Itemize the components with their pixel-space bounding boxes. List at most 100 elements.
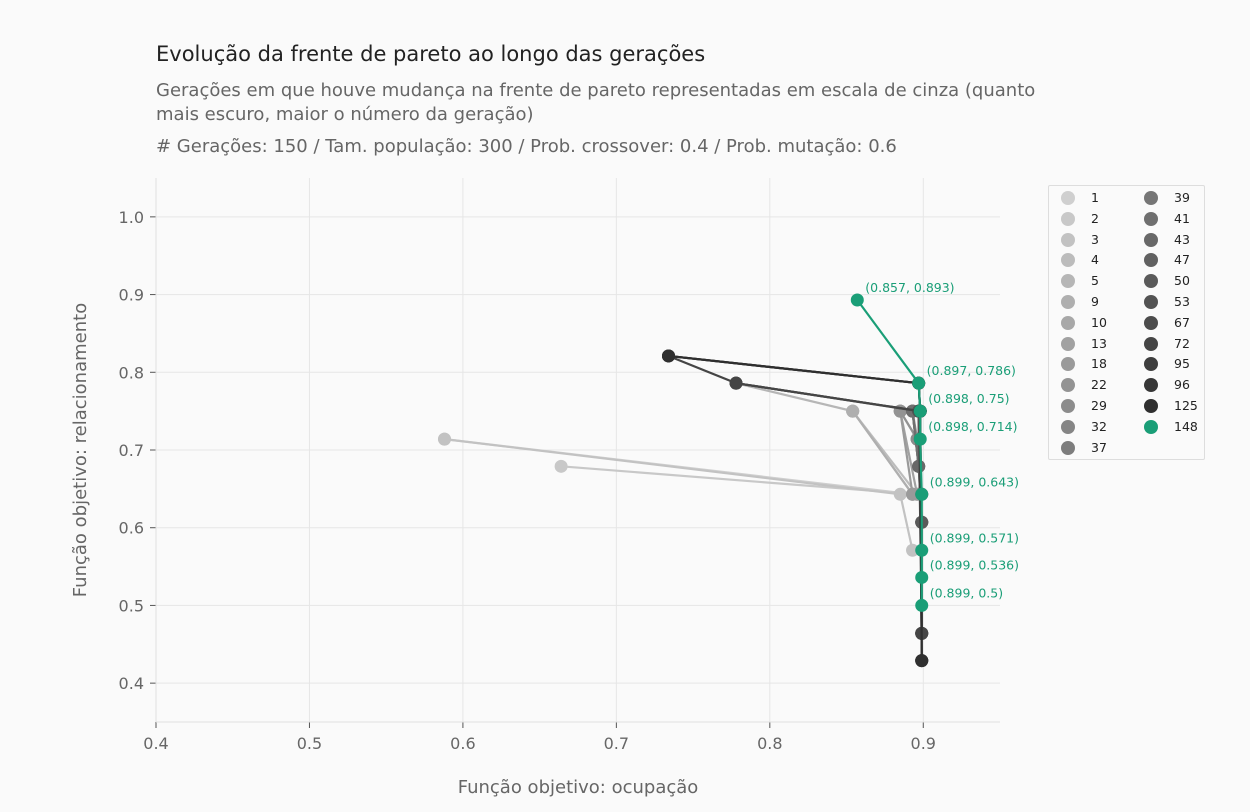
y-tick-label: 0.8 [119, 363, 144, 382]
legend-swatch [1144, 295, 1158, 309]
y-tick-label: 0.9 [119, 286, 144, 305]
data-point [913, 432, 927, 446]
legend-swatch [1144, 378, 1158, 393]
series-line [735, 382, 923, 634]
legend-swatch [1061, 440, 1075, 455]
legend-swatch [1061, 399, 1075, 413]
legend-label: 39 [1174, 190, 1190, 205]
annotation-layer: (0.857, 0.893) (0.897, 0.786) (0.898, 0.75… [865, 280, 1019, 600]
legend-swatch [1144, 274, 1158, 289]
legend-label: 148 [1174, 418, 1198, 434]
data-point [729, 376, 743, 390]
data-point [906, 487, 920, 501]
legend-swatch [1144, 315, 1158, 330]
legend-label: 53 [1174, 294, 1190, 309]
point-annotation: (0.898, 0.714) [928, 419, 1017, 434]
series-line [735, 382, 923, 634]
legend-swatch [1061, 357, 1075, 372]
legend-swatch [1061, 232, 1075, 247]
legend: 1 2 3 4 5 9 10 13 18 22 29 32 37 39 41 43 47 50 53 67 72 95 96… [1048, 185, 1205, 460]
legend-swatch [1144, 399, 1158, 413]
point-annotation: (0.899, 0.536) [930, 557, 1019, 572]
legend-swatch [1061, 211, 1075, 226]
legend-label: 29 [1091, 398, 1107, 413]
legend-label: 4 [1091, 252, 1099, 268]
legend-label: 37 [1091, 439, 1107, 455]
chart-subtitle: Gerações em que houve mudança na frente … [156, 80, 1036, 125]
y-tick-label: 1.0 [119, 208, 144, 227]
series-line [668, 354, 923, 661]
x-tick-label: 0.5 [297, 734, 322, 753]
y-tick-label: 0.5 [119, 596, 144, 615]
legend-label: 50 [1174, 273, 1190, 289]
series-148 [850, 293, 929, 612]
x-tick-label: 0.8 [757, 734, 782, 753]
legend-label: 41 [1174, 210, 1190, 226]
y-tick-label: 0.6 [119, 519, 144, 538]
data-point [915, 570, 929, 584]
legend-swatch [1144, 419, 1158, 434]
legend-swatch [1061, 419, 1075, 434]
y-axis-label: Função objetivo: relacionamento [70, 303, 91, 597]
series-line [899, 410, 914, 495]
grid [155, 178, 1000, 722]
series-2 [554, 459, 924, 501]
legend-label: 96 [1174, 377, 1190, 393]
data-point [915, 598, 929, 612]
legend-label: 9 [1091, 294, 1099, 309]
data-point [554, 459, 568, 473]
legend-swatch [1061, 336, 1075, 351]
legend-label: 22 [1091, 377, 1107, 393]
point-annotation: (0.857, 0.893) [865, 280, 954, 295]
series-3 [437, 432, 920, 557]
y-tick-label: 0.7 [119, 441, 144, 460]
legend-swatch [1144, 211, 1158, 226]
series-line [856, 299, 923, 606]
legend-label: 43 [1174, 231, 1190, 247]
series-line [444, 438, 914, 551]
legend-swatch [1144, 191, 1158, 205]
data-point [915, 543, 929, 557]
legend-swatch [1061, 378, 1075, 393]
legend-label: 10 [1091, 314, 1107, 330]
legend-label: 67 [1174, 314, 1190, 330]
x-tick-label: 0.7 [604, 734, 629, 753]
legend-label: 1 [1091, 190, 1099, 205]
series-layer [437, 293, 929, 668]
series-line [668, 354, 923, 661]
data-point [893, 487, 907, 501]
point-annotation: (0.898, 0.75) [928, 391, 1009, 406]
axes: 0.4 0.5 0.6 0.7 0.8 0.9 0.4 0.5 0.6 0.7 0.8 0.9 1.0 [119, 178, 1000, 753]
x-tick-label: 0.6 [450, 734, 475, 753]
legend-label: 47 [1174, 252, 1190, 268]
series-line [668, 354, 923, 661]
legend-label: 18 [1091, 356, 1107, 372]
data-point [437, 432, 451, 446]
data-point [850, 293, 864, 307]
series-72 [662, 349, 929, 640]
data-point [662, 349, 676, 363]
x-tick-label: 0.9 [911, 734, 936, 753]
legend-label: 32 [1091, 418, 1107, 434]
data-point [846, 404, 860, 418]
legend-label: 95 [1174, 356, 1190, 372]
legend-swatch [1144, 357, 1158, 372]
chart-parameters: # Gerações: 150 / Tam. população: 300 / … [156, 136, 897, 157]
legend-swatch [1061, 191, 1075, 205]
data-point [912, 376, 926, 390]
legend-label: 5 [1091, 273, 1099, 289]
legend-swatch [1061, 295, 1075, 309]
legend-label: 13 [1091, 335, 1107, 351]
point-annotation: (0.899, 0.5) [930, 585, 1003, 600]
series-line [851, 410, 914, 495]
point-annotation: (0.897, 0.786) [927, 363, 1016, 378]
legend-label: 2 [1091, 210, 1099, 226]
legend-label: 125 [1174, 398, 1198, 413]
legend-swatch [1061, 253, 1075, 268]
point-annotation: (0.899, 0.571) [930, 530, 1019, 545]
legend-swatch [1144, 253, 1158, 268]
legend-swatch [1144, 232, 1158, 247]
legend-label: 72 [1174, 335, 1190, 351]
y-tick-label: 0.4 [119, 674, 144, 693]
